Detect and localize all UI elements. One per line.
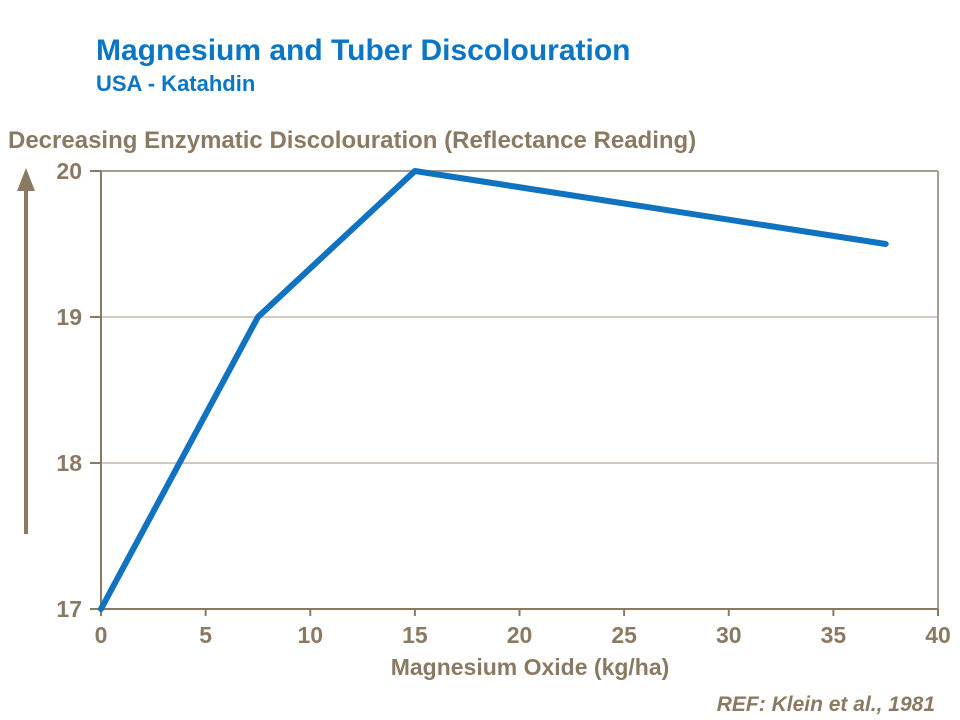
x-tick-label: 25 [611,622,637,648]
y-tick-label: 18 [56,450,82,476]
x-tick-label: 10 [297,622,323,648]
x-tick-label: 35 [821,622,847,648]
x-tick-label: 5 [199,622,212,648]
x-tick-label: 30 [716,622,742,648]
y-axis-arrow-head [17,168,35,191]
x-tick-label: 0 [95,622,108,648]
data-line [98,168,889,612]
y-tick-label: 20 [56,158,82,184]
x-tick-label: 15 [402,622,428,648]
y-tick-label: 19 [56,304,82,330]
y-tick-label: 17 [56,596,82,622]
chart-title: Magnesium and Tuber Discolouration [96,34,631,67]
x-axis-label: Magnesium Oxide (kg/ha) [390,654,670,680]
chart-subtitle: USA - Katahdin [96,71,256,96]
reference-citation: REF: Klein et al., 1981 [716,693,935,716]
x-tick-label: 40 [925,622,951,648]
y-axis-title: Decreasing Enzymatic Discolouration (Ref… [8,127,697,154]
x-tick-label: 20 [507,622,533,648]
